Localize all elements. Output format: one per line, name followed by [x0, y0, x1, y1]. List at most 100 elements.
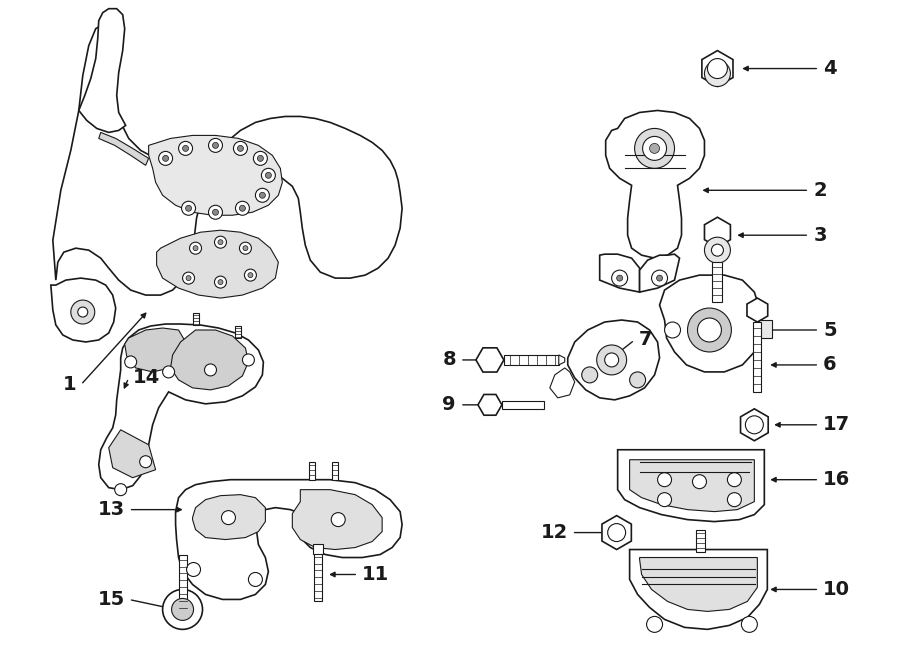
Text: 5: 5 [824, 321, 837, 340]
Circle shape [214, 236, 227, 248]
Circle shape [259, 192, 266, 198]
Circle shape [646, 617, 662, 633]
Circle shape [212, 142, 219, 148]
Text: 3: 3 [814, 225, 827, 245]
Text: 2: 2 [814, 181, 827, 200]
Polygon shape [79, 9, 126, 132]
Polygon shape [559, 355, 565, 365]
Circle shape [727, 492, 742, 506]
Polygon shape [176, 480, 402, 600]
Bar [236, 326, 241, 338]
Bar [713, 262, 723, 302]
Text: 12: 12 [541, 523, 568, 542]
Circle shape [193, 246, 198, 251]
Bar [313, 543, 323, 553]
Circle shape [257, 155, 264, 161]
Circle shape [261, 169, 275, 182]
Polygon shape [476, 348, 504, 372]
Circle shape [77, 307, 88, 317]
Circle shape [705, 237, 731, 263]
Circle shape [698, 318, 722, 342]
Polygon shape [125, 328, 185, 372]
Bar [314, 551, 322, 602]
Polygon shape [702, 51, 733, 87]
Polygon shape [292, 490, 382, 549]
Polygon shape [478, 395, 502, 415]
Circle shape [158, 151, 173, 165]
Polygon shape [606, 110, 705, 258]
Circle shape [254, 151, 267, 165]
Circle shape [172, 598, 194, 621]
Circle shape [233, 141, 248, 155]
Text: 16: 16 [824, 470, 850, 489]
Text: 11: 11 [362, 565, 390, 584]
Circle shape [658, 492, 671, 506]
Circle shape [256, 188, 269, 202]
Polygon shape [660, 275, 760, 372]
Polygon shape [640, 557, 758, 611]
Circle shape [245, 269, 256, 281]
Polygon shape [550, 368, 575, 398]
Bar [502, 401, 544, 409]
Circle shape [608, 524, 625, 541]
Polygon shape [602, 516, 631, 549]
Bar [504, 355, 559, 365]
Circle shape [727, 473, 742, 486]
Circle shape [190, 242, 202, 254]
Circle shape [239, 242, 251, 254]
Text: 7: 7 [639, 330, 652, 350]
Text: 9: 9 [443, 395, 456, 414]
Circle shape [707, 59, 727, 79]
Text: 6: 6 [824, 356, 837, 374]
Circle shape [331, 513, 346, 527]
Polygon shape [568, 320, 660, 400]
Polygon shape [99, 324, 264, 490]
Bar [310, 462, 315, 480]
Text: 10: 10 [824, 580, 850, 599]
Polygon shape [157, 230, 278, 298]
Circle shape [221, 510, 236, 525]
Circle shape [597, 345, 626, 375]
Bar [178, 555, 186, 612]
Circle shape [186, 563, 201, 576]
Bar [332, 462, 338, 480]
Polygon shape [630, 460, 754, 512]
Bar [753, 322, 761, 392]
Circle shape [705, 61, 731, 87]
Circle shape [650, 143, 660, 153]
Text: 17: 17 [824, 415, 850, 434]
Circle shape [242, 354, 255, 366]
Circle shape [214, 276, 227, 288]
Circle shape [71, 300, 94, 324]
Circle shape [163, 590, 202, 629]
Text: 4: 4 [824, 59, 837, 78]
Circle shape [688, 308, 732, 352]
Circle shape [634, 128, 674, 169]
Circle shape [658, 473, 671, 486]
Polygon shape [193, 494, 266, 539]
Circle shape [163, 366, 175, 378]
Polygon shape [617, 449, 764, 522]
Polygon shape [148, 136, 283, 215]
Circle shape [204, 364, 217, 376]
Text: 14: 14 [132, 368, 160, 387]
Circle shape [178, 141, 193, 155]
Circle shape [652, 270, 668, 286]
Text: 13: 13 [97, 500, 125, 519]
Circle shape [616, 275, 623, 281]
Polygon shape [705, 217, 731, 247]
Circle shape [186, 276, 191, 281]
Polygon shape [741, 409, 769, 441]
Circle shape [140, 455, 151, 468]
Circle shape [612, 270, 627, 286]
Circle shape [248, 272, 253, 278]
Circle shape [266, 173, 272, 178]
Polygon shape [53, 22, 402, 295]
Polygon shape [99, 132, 148, 165]
Circle shape [218, 240, 223, 245]
Circle shape [711, 244, 724, 256]
Circle shape [209, 206, 222, 219]
Circle shape [238, 145, 243, 151]
Circle shape [605, 353, 618, 367]
Circle shape [185, 206, 192, 212]
